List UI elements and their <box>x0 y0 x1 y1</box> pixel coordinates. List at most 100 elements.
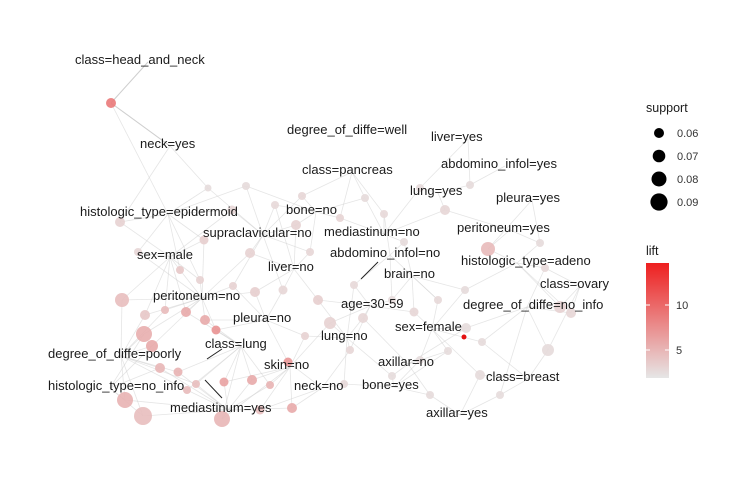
rule-node <box>496 391 504 399</box>
rule-edge <box>109 345 153 389</box>
rule-node <box>192 380 200 388</box>
item-label: histologic_type=adeno <box>461 253 591 268</box>
rule-node <box>283 357 293 367</box>
rule-edge <box>544 267 581 287</box>
rule-edge <box>262 204 276 236</box>
rule-edge <box>215 329 242 347</box>
item-label: sex=female <box>395 319 462 334</box>
rule-edge <box>516 242 541 264</box>
rule-edge <box>393 350 449 388</box>
item-label: bone=yes <box>362 377 419 392</box>
rule-node <box>554 301 566 313</box>
rule-edge <box>223 345 242 383</box>
item-label: liver=no <box>268 259 314 274</box>
rule-node <box>214 411 230 427</box>
rule-edge <box>142 409 229 417</box>
rule-edge <box>481 306 528 343</box>
rule-node <box>242 182 250 190</box>
rule-edge <box>343 383 395 388</box>
rule-edge <box>167 213 205 241</box>
item-label: age=30-59 <box>341 296 404 311</box>
rule-edge <box>167 187 209 215</box>
item-label: skin=no <box>264 357 309 372</box>
rule-edge <box>431 327 467 330</box>
rule-node <box>301 332 309 340</box>
rule-edge <box>499 306 528 396</box>
rule-node <box>146 340 158 352</box>
rule-node <box>566 308 576 318</box>
rule-edge <box>262 195 303 236</box>
rule-edge <box>353 284 371 307</box>
rule-edge <box>321 349 351 389</box>
rule-node <box>115 293 129 307</box>
rule-node <box>388 372 396 380</box>
rule-edge <box>201 297 217 331</box>
rule-edge <box>254 268 295 293</box>
rule-edge <box>289 322 331 368</box>
rule-edge <box>509 229 541 244</box>
rule-edge <box>254 291 267 321</box>
rule-edge <box>240 345 253 381</box>
item-label: pleura=yes <box>496 190 560 205</box>
rule-node <box>416 356 424 364</box>
rule-node <box>176 266 184 274</box>
rule-edge <box>167 213 201 281</box>
rule-edge <box>137 251 203 299</box>
rule-node <box>416 184 424 192</box>
rule-edge <box>119 145 171 223</box>
rule-node <box>461 323 471 333</box>
rule-edge <box>201 291 256 299</box>
rule-edge <box>516 262 546 269</box>
rule-node <box>140 310 150 320</box>
rule-edge <box>186 389 229 411</box>
rule-edge <box>167 185 247 215</box>
item-label: lung=yes <box>410 183 463 198</box>
rule-node <box>204 184 212 192</box>
rule-node <box>287 403 297 413</box>
rule-edge <box>119 213 169 223</box>
rule-node <box>134 248 142 256</box>
item-label: peritoneum=yes <box>457 220 550 235</box>
rule-edge <box>265 319 306 337</box>
rule-edge <box>419 328 433 361</box>
rule-edge <box>169 145 209 189</box>
rule-node <box>358 313 368 323</box>
rule-edge <box>137 213 169 253</box>
rule-node-high-lift <box>461 334 467 340</box>
rule-edge <box>231 209 264 236</box>
rule-edge <box>262 234 284 291</box>
rule-node <box>478 338 486 346</box>
rule-edge <box>362 317 409 365</box>
rule-edge <box>262 234 311 253</box>
rule-node <box>117 392 133 408</box>
rule-edge <box>274 204 295 270</box>
rule-edge <box>467 138 471 186</box>
lift-legend: lift 10 5 <box>646 244 688 378</box>
item-label: lung=no <box>321 328 368 343</box>
rule-edge <box>287 361 323 389</box>
rule-node <box>350 281 358 289</box>
rule-node <box>336 214 344 222</box>
support-legend-key <box>650 193 668 211</box>
rule-edge <box>143 297 203 335</box>
rule-node <box>181 307 191 317</box>
rule-edge <box>110 61 149 104</box>
rule-edge <box>164 256 171 311</box>
rule-edge <box>245 185 264 236</box>
rule-edge <box>346 284 355 339</box>
rule-edge <box>389 254 439 301</box>
rule-edge <box>343 337 348 385</box>
rule-node <box>324 317 336 329</box>
rule-edge <box>201 239 205 299</box>
rule-edge <box>431 299 439 330</box>
rule-edge <box>431 328 481 376</box>
rule-edge <box>516 262 561 308</box>
rule-edge <box>339 171 353 219</box>
rule-edge <box>249 252 295 270</box>
rule-edge <box>169 256 187 313</box>
rule-node <box>136 326 152 342</box>
support-legend-value: 0.09 <box>677 197 698 209</box>
rule-edge <box>351 171 385 215</box>
item-label: supraclavicular=no <box>203 225 312 240</box>
